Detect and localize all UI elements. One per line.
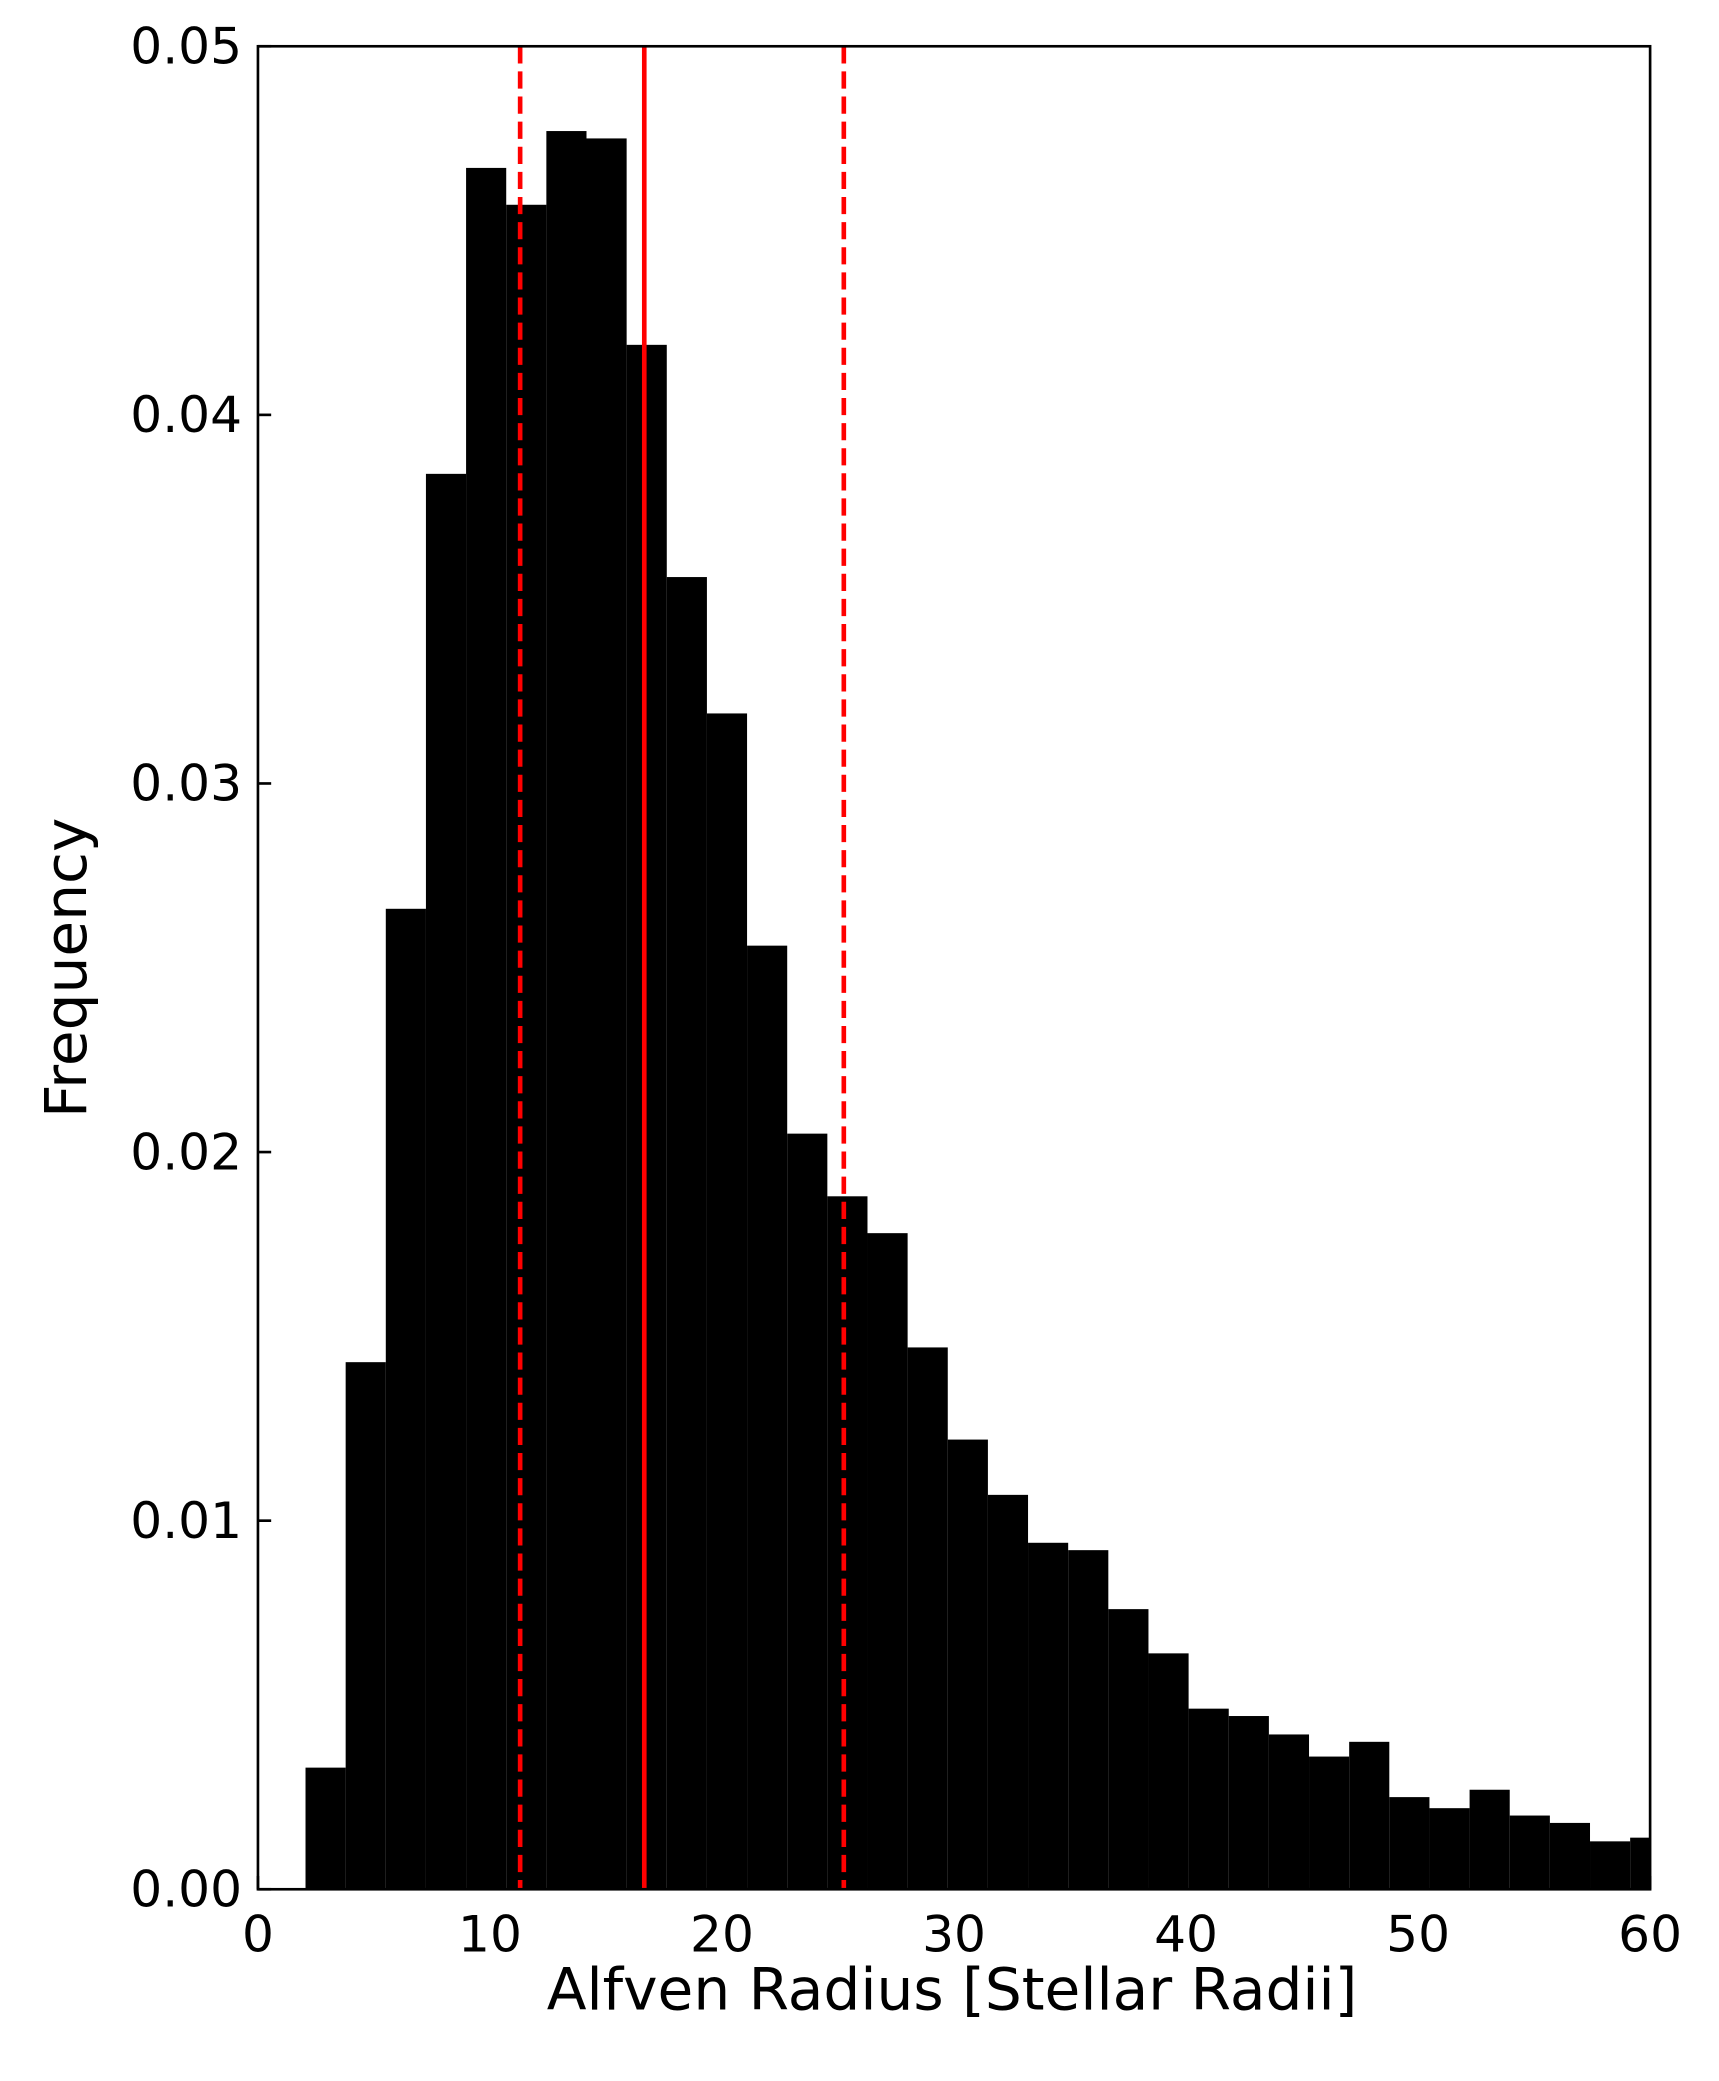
bar xyxy=(546,131,587,1890)
bar xyxy=(1268,1734,1310,1890)
bar xyxy=(947,1439,988,1890)
bar xyxy=(626,344,667,1890)
bar xyxy=(586,138,627,1890)
bar xyxy=(907,1347,948,1890)
bar xyxy=(1028,1542,1069,1890)
bar xyxy=(747,945,788,1890)
bar xyxy=(1108,1609,1149,1890)
bar xyxy=(506,204,547,1890)
x-tick-label: 0 xyxy=(242,1904,274,1963)
bar xyxy=(666,577,707,1890)
bar xyxy=(787,1133,828,1890)
bar xyxy=(1509,1815,1550,1890)
bar xyxy=(706,713,748,1890)
bar xyxy=(466,167,507,1890)
x-tick-label: 40 xyxy=(1154,1904,1218,1963)
bar xyxy=(1469,1789,1510,1890)
plot-area xyxy=(305,46,1651,1890)
bar xyxy=(1590,1841,1631,1890)
y-tick-label: 0.05 xyxy=(130,16,242,75)
bar xyxy=(1309,1756,1350,1890)
bar xyxy=(425,473,467,1890)
y-tick-label: 0.01 xyxy=(130,1491,242,1550)
bar xyxy=(1068,1550,1109,1890)
x-tick-label: 10 xyxy=(458,1904,522,1963)
y-tick-label: 0.00 xyxy=(130,1859,242,1918)
bar xyxy=(987,1494,1029,1890)
bar xyxy=(385,908,426,1890)
bar xyxy=(1429,1808,1470,1890)
bar xyxy=(1630,1837,1651,1890)
x-tick-label: 60 xyxy=(1618,1904,1682,1963)
bar xyxy=(345,1362,386,1890)
y-tick-label: 0.04 xyxy=(130,385,242,444)
bar xyxy=(1148,1653,1189,1890)
bar xyxy=(827,1196,868,1890)
y-axis-label: Frequency xyxy=(32,818,100,1118)
bar xyxy=(1228,1716,1269,1890)
x-tick-label: 30 xyxy=(922,1904,986,1963)
x-axis-label: Alfven Radius [Stellar Radii] xyxy=(547,1956,1358,2024)
bar xyxy=(1188,1708,1229,1890)
bar xyxy=(1349,1741,1390,1890)
bar xyxy=(305,1767,346,1890)
bar xyxy=(1389,1797,1430,1890)
x-tick-label: 20 xyxy=(690,1904,754,1963)
bar xyxy=(867,1233,908,1890)
y-tick-label: 0.03 xyxy=(130,754,242,813)
y-tick-label: 0.02 xyxy=(130,1122,242,1181)
x-tick-label: 50 xyxy=(1386,1904,1450,1963)
bar xyxy=(1549,1822,1591,1890)
